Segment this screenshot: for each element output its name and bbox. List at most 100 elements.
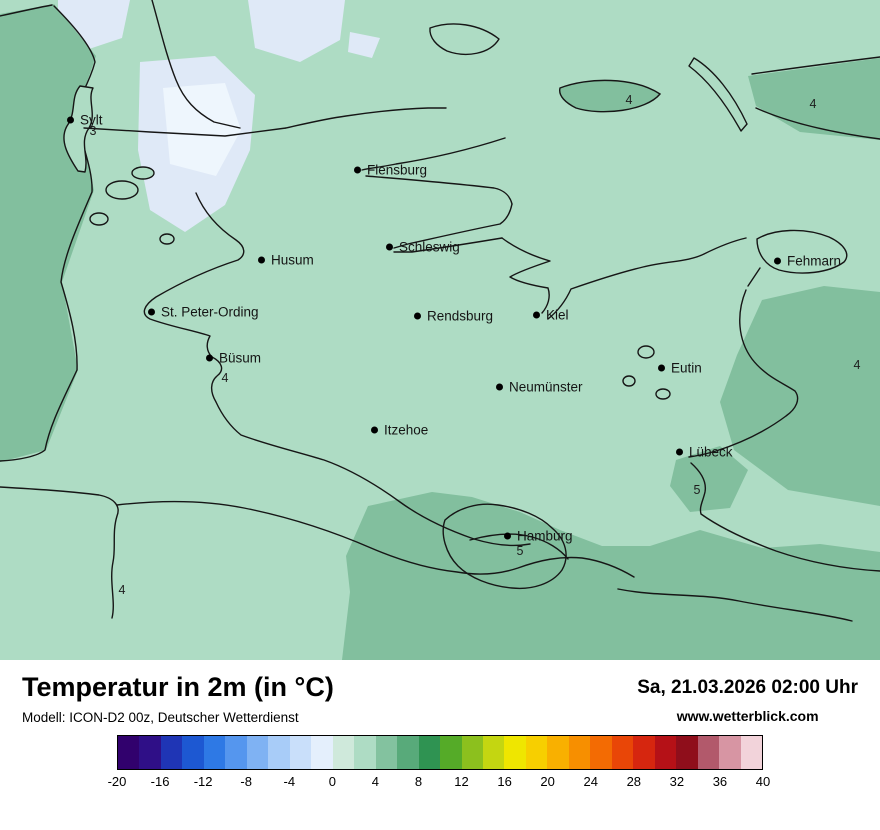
- schlei-inlet: [393, 203, 513, 253]
- legend-swatch: [418, 736, 441, 769]
- legend-tick-label: 32: [669, 774, 685, 789]
- legend-tick-label: 12: [454, 774, 469, 789]
- temp-value: 4: [625, 93, 633, 107]
- sylt-island: [63, 85, 94, 173]
- legend-swatch: [676, 736, 698, 769]
- legend-swatch: [203, 736, 226, 769]
- border-line-west: [151, 0, 241, 129]
- city-label: Sylt: [80, 112, 103, 128]
- city-label: Lübeck: [689, 444, 733, 460]
- legend-swatch: [375, 736, 398, 769]
- southeast-coast: [688, 289, 880, 572]
- southeast-border: [617, 588, 853, 622]
- legend-tick-label: 0: [328, 774, 336, 789]
- city-marker: Flensburg: [354, 163, 427, 178]
- city-marker: Sylt: [67, 113, 103, 128]
- legend-tick-label: -4: [283, 774, 296, 789]
- city-marker: Neumünster: [496, 380, 583, 395]
- footer-right: Sa, 21.03.2026 02:00 Uhr www.wetterblick…: [637, 672, 858, 724]
- city-marker: Büsum: [206, 351, 261, 366]
- legend-swatch: [461, 736, 483, 769]
- legend-swatch: [633, 736, 655, 769]
- city-marker: Eutin: [658, 361, 702, 376]
- legend-tick-label: 24: [583, 774, 598, 789]
- footer-left: Temperatur in 2m (in °C) Modell: ICON-D2…: [22, 672, 334, 725]
- temperature-legend: -20 -16 -12 -8 -4 0 4 8 12 16 20 24 28 32 36 40: [108, 735, 771, 794]
- legend-swatch: [611, 736, 634, 769]
- legend-colorbar: [117, 735, 763, 770]
- city-dot-icon: [258, 256, 265, 264]
- city-dot-icon: [148, 308, 155, 316]
- legend-swatch: [482, 736, 505, 769]
- city-marker: Fehmarn: [774, 254, 841, 269]
- map-svg: [0, 0, 880, 660]
- legend-swatch: [160, 736, 183, 769]
- city-marker: Husum: [258, 253, 314, 268]
- legend-swatch: [440, 736, 462, 769]
- city-marker: Kiel: [533, 308, 569, 323]
- elbe-river: [116, 500, 635, 578]
- city-dot-icon: [371, 426, 378, 434]
- city-label: Flensburg: [367, 162, 428, 178]
- legend-tick-label: 16: [497, 774, 512, 789]
- city-marker: Itzehoe: [371, 423, 428, 438]
- fehmarn-bridge: [747, 267, 761, 287]
- small-island-2: [159, 233, 175, 245]
- city-dot-icon: [658, 364, 665, 372]
- holstein-lakes: [622, 345, 671, 400]
- city-dot-icon: [676, 448, 683, 456]
- warm-patches: [0, 4, 880, 660]
- legend-swatch: [246, 736, 269, 769]
- legend-tick-label: 36: [712, 774, 728, 789]
- legend-swatch: [547, 736, 569, 769]
- corner-coast-1: [751, 56, 880, 75]
- city-dot-icon: [67, 116, 74, 124]
- datetime-label: Sa, 21.03.2026 02:00 Uhr: [637, 677, 858, 698]
- legend-tick-label: 8: [414, 774, 423, 789]
- legend-swatch: [118, 736, 140, 769]
- legend-swatch: [590, 736, 612, 769]
- elbe-south-bank: [0, 486, 119, 619]
- legend-swatch: [654, 736, 677, 769]
- city-marker: St. Peter-Ording: [148, 305, 259, 320]
- legend-swatch: [354, 736, 376, 769]
- temp-value: 5: [693, 483, 701, 497]
- legend-swatch: [332, 736, 355, 769]
- flensburg-fjord-north: [361, 137, 506, 171]
- temp-value: 4: [118, 583, 126, 597]
- legend-tick-label: 28: [626, 774, 642, 789]
- model-info: Modell: ICON-D2 00z, Deutscher Wetterdie…: [22, 710, 299, 725]
- city-label: St. Peter-Ording: [161, 304, 259, 320]
- city-label: Schleswig: [399, 239, 460, 255]
- map-footer: Temperatur in 2m (in °C) Modell: ICON-D2…: [0, 660, 880, 725]
- city-dot-icon: [414, 312, 421, 320]
- city-label: Husum: [271, 252, 314, 268]
- temp-value: 4: [809, 97, 817, 111]
- city-marker: Lübeck: [676, 445, 733, 460]
- thin-island: [688, 57, 748, 132]
- legend-tick-label: -20: [107, 774, 127, 789]
- foehr-island: [105, 180, 139, 200]
- city-label: Eutin: [671, 360, 702, 376]
- legend-swatch: [504, 736, 526, 769]
- city-label: Büsum: [219, 350, 262, 366]
- west-border-coast: [0, 5, 96, 462]
- city-label: Neumünster: [509, 379, 583, 395]
- page-title: Temperatur in 2m (in °C): [22, 672, 334, 702]
- city-dot-icon: [386, 243, 393, 251]
- map-overlay: Sylt Flensburg Schleswig Husum Fehmarn S…: [67, 93, 860, 597]
- legend-swatch: [268, 736, 290, 769]
- legend-ticks: -20 -16 -12 -8 -4 0 4 8 12 16 20 24 28 32 36 40: [108, 774, 771, 794]
- legend-tick-label: 4: [371, 774, 380, 789]
- legend-swatch: [311, 736, 333, 769]
- city-marker: Rendsburg: [414, 309, 493, 324]
- legend-tick-label: -12: [193, 774, 213, 789]
- city-label: Itzehoe: [384, 422, 429, 438]
- topleft-coast: [0, 4, 53, 17]
- causeway-line: [83, 127, 287, 137]
- legend-swatch: [182, 736, 204, 769]
- legend-swatch: [568, 736, 591, 769]
- legend-swatch: [289, 736, 312, 769]
- elbe-north-bank: [469, 533, 569, 560]
- colder-patch: [163, 83, 241, 176]
